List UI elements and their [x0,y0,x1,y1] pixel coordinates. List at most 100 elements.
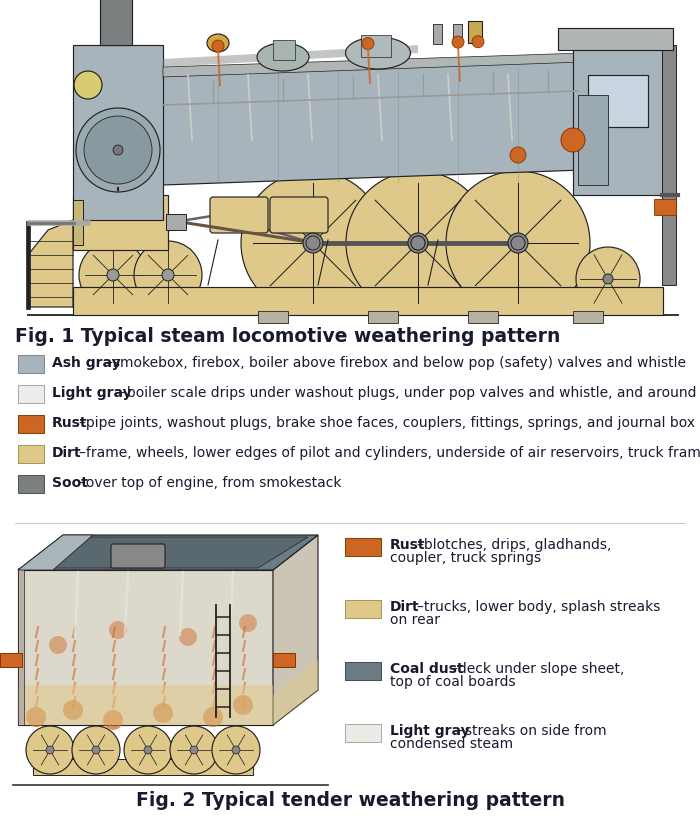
Text: –blotches, drips, gladhands,: –blotches, drips, gladhands, [417,538,612,552]
Polygon shape [18,535,93,570]
Text: top of coal boards: top of coal boards [390,675,516,689]
Polygon shape [163,45,418,67]
Text: Rust: Rust [390,538,426,552]
Bar [18,385,44,403]
Circle shape [346,171,490,315]
Circle shape [561,128,585,152]
Circle shape [63,700,83,720]
Polygon shape [28,220,73,307]
Polygon shape [273,660,318,725]
Bar [588,75,648,127]
FancyBboxPatch shape [210,197,268,233]
Circle shape [144,746,152,754]
Text: Dirt: Dirt [390,600,419,614]
Bar [662,45,676,285]
Circle shape [306,236,320,250]
Text: Dirt: Dirt [52,446,82,460]
Circle shape [84,116,152,184]
Bar [18,355,44,373]
Circle shape [113,145,123,155]
Text: Rust: Rust [52,416,88,430]
Text: –boiler scale drips under washout plugs, under pop valves and whistle, and aroun: –boiler scale drips under washout plugs,… [120,386,700,400]
Bar [345,724,381,742]
Bar [73,200,83,245]
Bar [26,221,30,309]
Circle shape [103,710,123,730]
Circle shape [109,621,127,639]
Circle shape [162,269,174,281]
Circle shape [49,636,67,654]
Bar [258,311,288,323]
Circle shape [452,36,464,48]
Bar [573,311,603,323]
Bar [345,538,381,556]
Bar [345,600,381,618]
Circle shape [26,726,74,774]
Circle shape [107,269,119,281]
Circle shape [472,36,484,48]
Bar [433,24,442,44]
Circle shape [362,38,374,49]
Bar [361,35,391,57]
Circle shape [92,746,100,754]
Polygon shape [273,535,318,725]
Text: coupler, truck springs: coupler, truck springs [390,551,541,565]
Bar [468,311,498,323]
Circle shape [74,71,102,99]
Bar [273,40,295,60]
Circle shape [233,695,253,715]
Ellipse shape [207,34,229,52]
Circle shape [511,236,525,250]
Bar [345,662,381,680]
Polygon shape [18,685,273,725]
Bar [18,415,44,433]
Bar [18,445,44,463]
Bar [73,287,663,315]
Circle shape [239,614,257,632]
Ellipse shape [257,43,309,71]
Circle shape [79,241,147,309]
Circle shape [411,236,425,250]
Polygon shape [18,535,318,570]
Circle shape [179,628,197,646]
Text: on rear: on rear [390,613,440,627]
Polygon shape [163,60,583,185]
Text: –smokebox, firebox, boiler above firebox and below pop (safety) valves and whist: –smokebox, firebox, boiler above firebox… [106,356,687,370]
Text: Soot: Soot [52,476,88,490]
Circle shape [153,703,173,723]
Circle shape [508,233,528,253]
Text: –frame, wheels, lower edges of pilot and cylinders, underside of air reservoirs,: –frame, wheels, lower edges of pilot and… [79,446,700,460]
FancyBboxPatch shape [270,197,328,233]
Bar [368,311,398,323]
Circle shape [212,726,260,774]
Bar [33,759,253,775]
Bar [273,653,295,667]
Polygon shape [18,570,273,725]
Circle shape [203,707,223,727]
Bar [18,475,44,493]
Circle shape [190,746,198,754]
Text: –deck under slope sheet,: –deck under slope sheet, [452,662,624,676]
Text: Fig. 2 Typical tender weathering pattern: Fig. 2 Typical tender weathering pattern [136,791,564,810]
Circle shape [134,241,202,309]
Bar [453,24,462,44]
Circle shape [408,233,428,253]
Bar [0,653,22,667]
Circle shape [76,108,160,192]
Bar [73,45,163,220]
Text: –trucks, lower body, splash streaks: –trucks, lower body, splash streaks [417,600,661,614]
Bar [73,195,168,250]
Text: Fig. 1 Typical steam locomotive weathering pattern: Fig. 1 Typical steam locomotive weatheri… [15,327,561,346]
Circle shape [232,746,240,754]
Circle shape [72,726,120,774]
Bar [654,199,676,215]
Circle shape [46,746,54,754]
Bar [468,21,482,43]
Circle shape [303,233,323,253]
Bar [100,0,132,45]
Circle shape [124,726,172,774]
Text: Ash gray: Ash gray [52,356,120,370]
Circle shape [603,274,613,284]
Circle shape [241,171,385,315]
Text: Light gray: Light gray [52,386,132,400]
